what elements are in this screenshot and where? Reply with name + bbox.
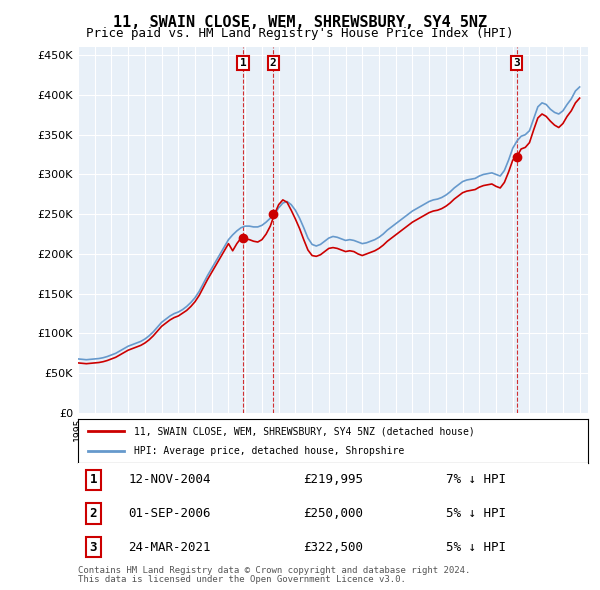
Text: 1: 1: [89, 473, 97, 487]
Text: Price paid vs. HM Land Registry's House Price Index (HPI): Price paid vs. HM Land Registry's House …: [86, 27, 514, 40]
Text: 11, SWAIN CLOSE, WEM, SHREWSBURY, SY4 5NZ (detached house): 11, SWAIN CLOSE, WEM, SHREWSBURY, SY4 5N…: [134, 427, 475, 436]
Text: 3: 3: [89, 540, 97, 554]
Text: 1: 1: [239, 58, 247, 68]
Text: 24-MAR-2021: 24-MAR-2021: [128, 540, 211, 554]
Text: £219,995: £219,995: [303, 473, 363, 487]
Text: £250,000: £250,000: [303, 507, 363, 520]
Text: £322,500: £322,500: [303, 540, 363, 554]
Text: 7% ↓ HPI: 7% ↓ HPI: [446, 473, 506, 487]
Text: Contains HM Land Registry data © Crown copyright and database right 2024.: Contains HM Land Registry data © Crown c…: [78, 566, 470, 575]
Text: 12-NOV-2004: 12-NOV-2004: [128, 473, 211, 487]
Text: 3: 3: [513, 58, 520, 68]
Text: 5% ↓ HPI: 5% ↓ HPI: [446, 540, 506, 554]
Text: 5% ↓ HPI: 5% ↓ HPI: [446, 507, 506, 520]
Text: 01-SEP-2006: 01-SEP-2006: [128, 507, 211, 520]
Text: 2: 2: [270, 58, 277, 68]
Text: 2: 2: [89, 507, 97, 520]
Text: HPI: Average price, detached house, Shropshire: HPI: Average price, detached house, Shro…: [134, 446, 404, 455]
Text: 11, SWAIN CLOSE, WEM, SHREWSBURY, SY4 5NZ: 11, SWAIN CLOSE, WEM, SHREWSBURY, SY4 5N…: [113, 15, 487, 30]
Text: This data is licensed under the Open Government Licence v3.0.: This data is licensed under the Open Gov…: [78, 575, 406, 584]
